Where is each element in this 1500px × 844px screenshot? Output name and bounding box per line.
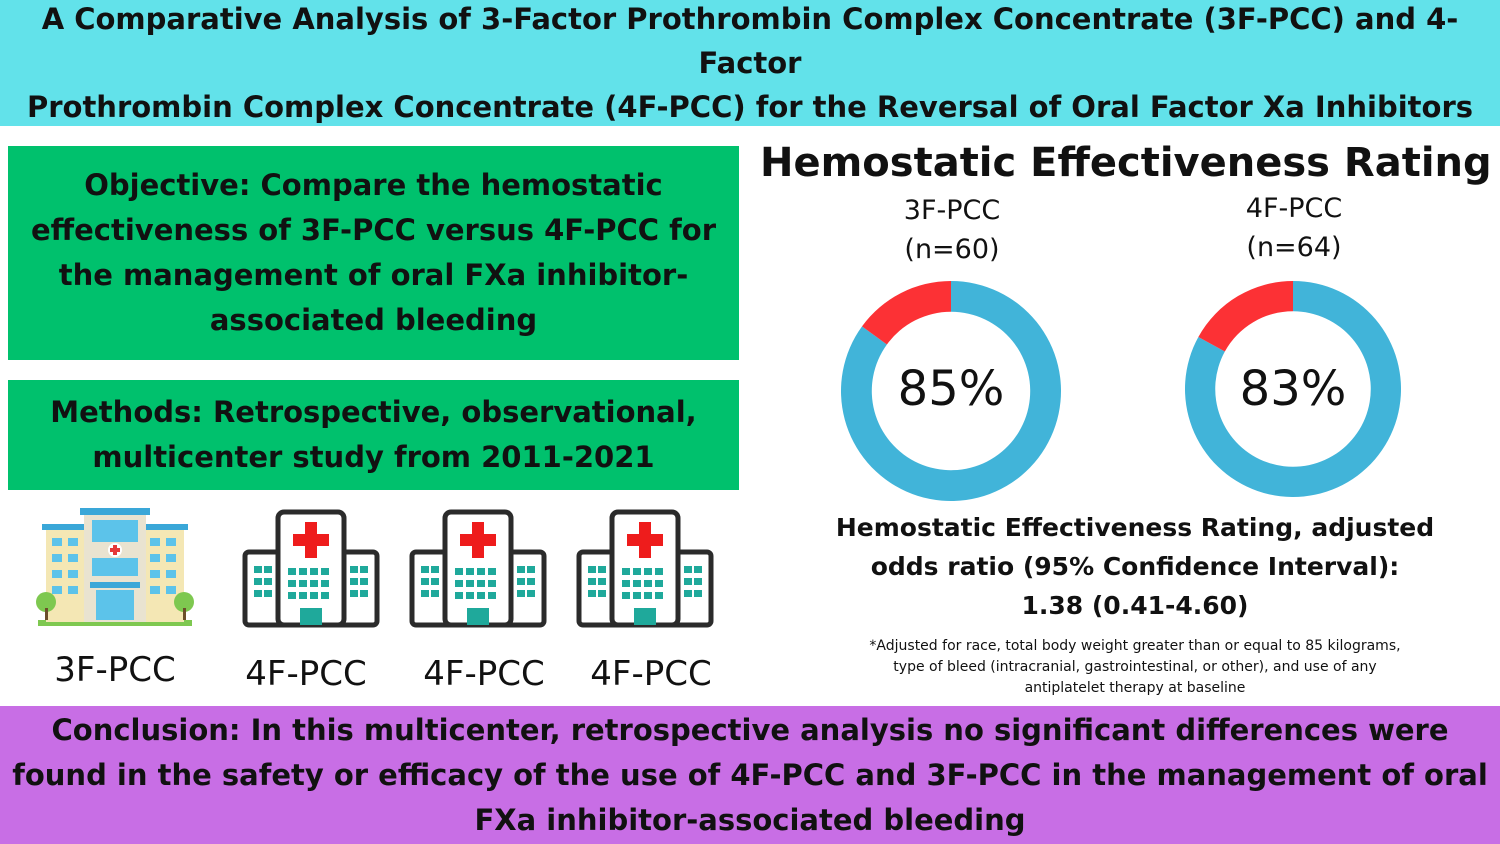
hospital-label-4f: 4F-PCC (423, 654, 545, 694)
methods-text: Methods: Retrospective, observational, m… (50, 395, 697, 474)
methods-box: Methods: Retrospective, observational, m… (8, 380, 739, 490)
arm-n-3f: (n=60) (904, 234, 1000, 265)
hospital-cross-icon (242, 509, 380, 628)
chart-title: Hemostatic Effectiveness Rating (760, 140, 1492, 186)
hospital-label-4f: 4F-PCC (590, 654, 712, 694)
donut-segment-not-effective-3f (862, 281, 951, 345)
hospital-building-icon (36, 508, 194, 626)
arm-name-4f: 4F-PCC (1245, 193, 1343, 224)
donut-chart-3f (841, 281, 1061, 501)
donut-value-4f: 83% (1239, 361, 1347, 417)
adjusted-odds-ratio-text: Hemostatic Effectiveness Rating, adjuste… (835, 513, 1435, 620)
hospital-label-4f: 4F-PCC (245, 654, 367, 694)
donut-chart-4f (1185, 281, 1401, 497)
donut-value-3f: 85% (897, 361, 1005, 417)
arm-n-4f: (n=64) (1246, 232, 1342, 263)
adjustment-footnote: *Adjusted for race, total body weight gr… (869, 638, 1401, 696)
hospital-cross-icon (576, 509, 714, 628)
objective-text: Objective: Compare the hemostatic effect… (30, 168, 717, 337)
page-title: A Comparative Analysis of 3-Factor Proth… (26, 2, 1474, 124)
hospital-cross-icon (409, 509, 547, 628)
hospital-label-3f: 3F-PCC (54, 650, 176, 690)
objective-box: Objective: Compare the hemostatic effect… (8, 146, 739, 360)
conclusion-text: Conclusion: In this multicenter, retrosp… (12, 712, 1488, 837)
arm-name-3f: 3F-PCC (903, 195, 1001, 226)
conclusion-box: Conclusion: In this multicenter, retrosp… (0, 706, 1500, 844)
donut-segment-not-effective-4f (1198, 281, 1293, 352)
title-banner: A Comparative Analysis of 3-Factor Proth… (0, 0, 1500, 126)
